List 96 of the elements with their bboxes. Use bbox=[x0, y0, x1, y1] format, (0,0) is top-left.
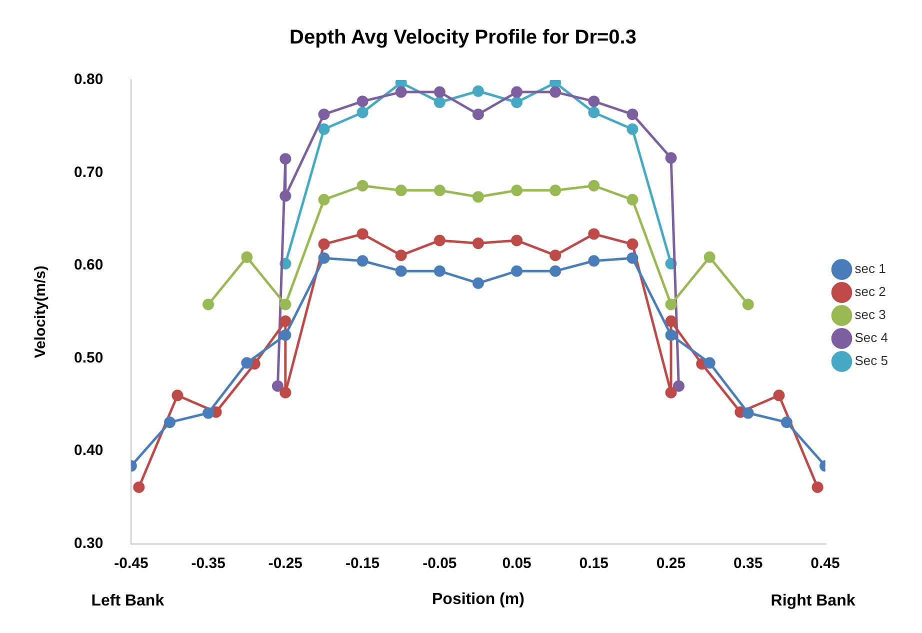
point bbox=[511, 86, 523, 98]
legend-label: Sec 5 bbox=[854, 353, 888, 368]
point bbox=[164, 416, 176, 428]
y-tick-label: 0.40 bbox=[74, 442, 104, 460]
point bbox=[511, 265, 523, 277]
y-tick-label: 0.60 bbox=[74, 256, 104, 274]
point bbox=[434, 96, 446, 108]
point bbox=[318, 108, 330, 120]
point bbox=[472, 277, 484, 289]
x-tick-label: 0.45 bbox=[810, 554, 840, 572]
point bbox=[550, 265, 562, 277]
point bbox=[472, 238, 484, 250]
point bbox=[588, 106, 600, 118]
point bbox=[672, 380, 684, 392]
point bbox=[272, 380, 284, 392]
point bbox=[280, 315, 292, 327]
x-tick-label: 0.05 bbox=[502, 554, 532, 572]
point bbox=[704, 357, 716, 369]
point bbox=[626, 194, 638, 206]
point bbox=[395, 86, 407, 98]
point bbox=[318, 238, 330, 250]
point bbox=[318, 252, 330, 264]
point bbox=[434, 265, 446, 277]
y-tick-label: 0.70 bbox=[74, 164, 104, 181]
point bbox=[318, 123, 330, 135]
x-tick-label: 0.25 bbox=[656, 554, 686, 572]
point bbox=[280, 190, 292, 202]
x-tick-label: -0.25 bbox=[268, 554, 303, 572]
legend-label: sec 1 bbox=[854, 261, 886, 276]
point bbox=[588, 180, 600, 192]
point bbox=[472, 108, 484, 120]
point bbox=[280, 298, 292, 310]
point bbox=[356, 228, 368, 240]
y-tick-label: 0.50 bbox=[74, 349, 104, 366]
point bbox=[395, 250, 407, 262]
point bbox=[665, 386, 677, 398]
text: Left Bank bbox=[91, 592, 164, 610]
text: Right Bank bbox=[770, 592, 856, 610]
point bbox=[588, 255, 600, 267]
point bbox=[511, 184, 523, 196]
point bbox=[665, 329, 677, 341]
point bbox=[626, 123, 638, 135]
legend-label: sec 2 bbox=[854, 284, 886, 300]
point bbox=[812, 481, 824, 493]
point bbox=[280, 153, 292, 165]
y-axis-title: Velocity(m/s) bbox=[32, 266, 50, 358]
point bbox=[704, 251, 716, 263]
point bbox=[780, 416, 792, 428]
point bbox=[588, 228, 600, 240]
point bbox=[742, 298, 754, 310]
point bbox=[280, 329, 292, 341]
point bbox=[395, 184, 407, 196]
point bbox=[550, 184, 562, 196]
point bbox=[665, 315, 677, 327]
legend-label: sec 3 bbox=[854, 307, 886, 322]
point bbox=[172, 390, 184, 402]
point bbox=[472, 85, 484, 97]
point bbox=[356, 106, 368, 118]
point bbox=[665, 298, 677, 310]
point bbox=[395, 265, 407, 277]
x-tick-label: 0.35 bbox=[734, 554, 763, 572]
x-tick-label: -0.15 bbox=[345, 554, 380, 572]
point bbox=[356, 96, 368, 108]
point bbox=[511, 234, 523, 246]
point bbox=[318, 194, 330, 206]
point bbox=[511, 96, 523, 108]
x-tick-label: -0.05 bbox=[422, 554, 457, 572]
point bbox=[202, 407, 214, 419]
point bbox=[773, 390, 785, 402]
x-tick-label: -0.35 bbox=[191, 554, 226, 572]
point bbox=[280, 386, 292, 398]
x-axis-title: Position (m) bbox=[432, 590, 524, 608]
x-tick-label: 0.15 bbox=[579, 554, 609, 572]
point bbox=[241, 357, 253, 369]
point bbox=[434, 86, 446, 98]
point bbox=[202, 298, 214, 310]
point bbox=[550, 86, 562, 98]
x-tick-label: -0.45 bbox=[114, 554, 148, 572]
point bbox=[626, 252, 638, 264]
chart-title: Depth Avg Velocity Profile for Dr=0.3 bbox=[290, 26, 636, 49]
point bbox=[434, 234, 446, 246]
point bbox=[665, 152, 677, 164]
point bbox=[356, 180, 368, 192]
point bbox=[550, 250, 562, 262]
point bbox=[742, 407, 754, 419]
point bbox=[588, 96, 600, 108]
legend-label: Sec 4 bbox=[854, 330, 888, 346]
point bbox=[626, 238, 638, 250]
point bbox=[626, 108, 638, 120]
point bbox=[434, 184, 446, 196]
point bbox=[241, 251, 253, 263]
y-tick-label: 0.30 bbox=[74, 534, 104, 552]
point bbox=[133, 481, 145, 493]
y-tick-label: 0.80 bbox=[74, 71, 104, 88]
point bbox=[356, 255, 368, 267]
point bbox=[472, 191, 484, 203]
